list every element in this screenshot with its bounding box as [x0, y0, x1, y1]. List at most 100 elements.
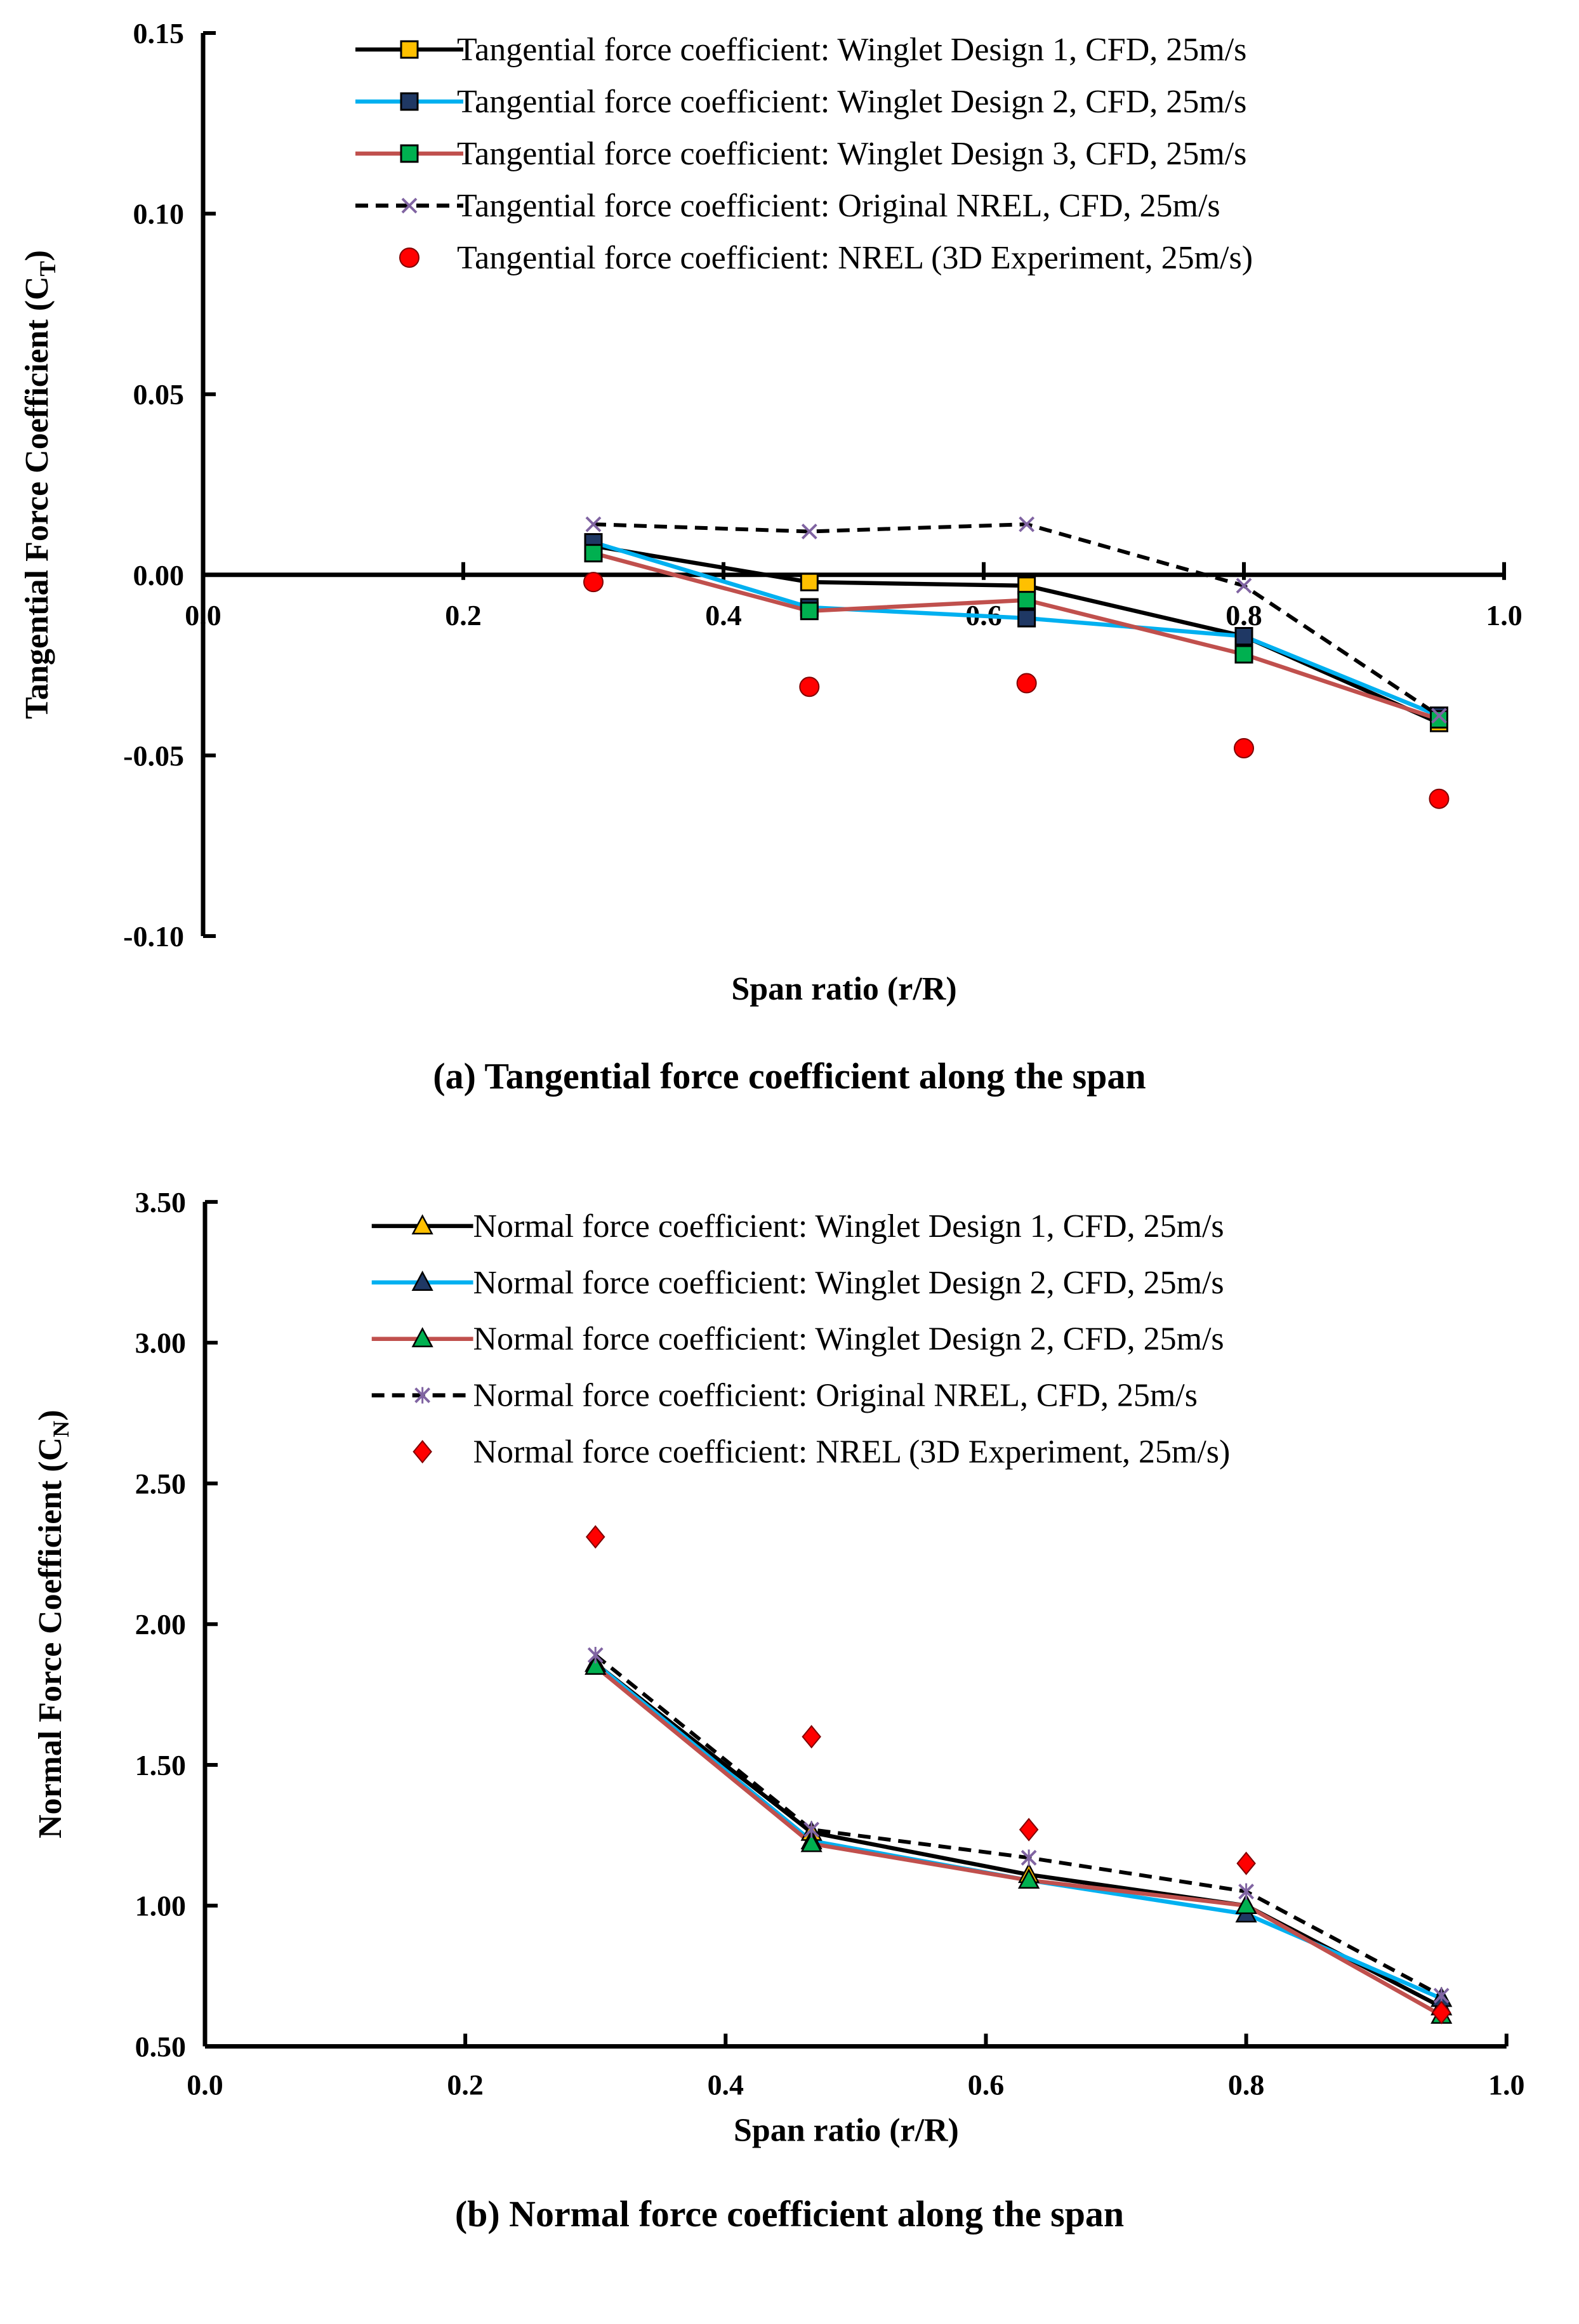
y-axis-title-close: ) [19, 250, 55, 261]
series-4-point [1019, 516, 1035, 532]
legend-label: Tangential force coefficient: NREL (3D E… [457, 240, 1253, 276]
y-axis-title: Normal Force Coefficient (CN) [32, 1410, 74, 1839]
y-tick-label: -0.05 [123, 739, 184, 772]
x-tick-label: 0.4 [708, 2068, 744, 2101]
figure-caption: (b) Normal force coefficient along the s… [455, 2193, 1124, 2235]
legend-swatch-marker [400, 92, 419, 111]
legend-label: Normal force coefficient: Original NREL,… [473, 1378, 1198, 1414]
series-3-point [800, 602, 819, 621]
series-5-point [1429, 788, 1450, 809]
series-1-point [800, 572, 819, 591]
series-3-point [1235, 1894, 1257, 1914]
legend-label: Normal force coefficient: Winglet Design… [473, 1265, 1224, 1301]
series-4-point [587, 1647, 604, 1663]
legend-swatch-marker [413, 1439, 432, 1464]
series-3-point [1430, 710, 1448, 729]
legend-item: Normal force coefficient: Winglet Design… [371, 1265, 1224, 1301]
legend-label: Normal force coefficient: NREL (3D Exper… [473, 1434, 1231, 1470]
legend-item: Tangential force coefficient: Winglet De… [355, 136, 1246, 172]
legend-item: Normal force coefficient: NREL (3D Exper… [413, 1434, 1231, 1470]
y-tick-label: 0.10 [133, 198, 185, 230]
legend: Tangential force coefficient: Winglet De… [355, 32, 1253, 276]
y-tick-label: 0.05 [133, 378, 185, 411]
y-tick-label: 2.00 [135, 1608, 186, 1641]
series-4-point [1021, 1849, 1037, 1866]
legend-swatch-marker [399, 248, 420, 268]
legend-item: Tangential force coefficient: Original N… [355, 188, 1220, 224]
legend-swatch-marker [400, 144, 419, 163]
y-tick-label: 0.15 [133, 17, 185, 50]
normal-chart-panel: 3.50 3.00 2.50 2.00 1.50 1.00 0.50 0.0 0.2 0.4 0.6… [0, 1161, 1579, 2324]
x-axis-title: Span ratio (r/R) [734, 2112, 959, 2148]
x-tick-label: 0.2 [445, 599, 482, 631]
series-line-3 [594, 1665, 1443, 2017]
series-5-point [1234, 738, 1254, 759]
legend-label: Tangential force coefficient: Winglet De… [457, 136, 1246, 172]
series-3-point [800, 1832, 823, 1852]
legend-swatch-marker [411, 1271, 433, 1291]
legend-item: Tangential force coefficient: NREL (3D E… [399, 240, 1253, 276]
x-tick-label: 0.0 [187, 2068, 223, 2101]
series-4-point [801, 524, 817, 539]
legend-swatch-marker [401, 197, 418, 214]
legend-item: Normal force coefficient: Winglet Design… [371, 1321, 1224, 1357]
series-5-point [585, 1525, 605, 1549]
legend-label: Tangential force coefficient: Winglet De… [457, 32, 1246, 68]
y-axis-title-close: ) [32, 1410, 69, 1421]
y-tick-label: 2.50 [135, 1467, 186, 1500]
y-tick-label: 0.50 [135, 2030, 186, 2063]
y-axis-title-subscript: T [35, 261, 60, 276]
legend-swatch-marker [414, 1387, 431, 1404]
legend-item: Normal force coefficient: Winglet Design… [371, 1208, 1224, 1245]
series-line-2 [594, 1661, 1443, 2001]
series-3-point [584, 544, 603, 563]
x-tick-label: 0.0 [185, 599, 221, 631]
series-4-point [585, 516, 602, 532]
series-5-point [1431, 2000, 1451, 2024]
y-tick-label: 1.00 [135, 1890, 186, 1922]
series-line-1 [594, 1661, 1443, 2009]
x-tick-label: 1.0 [1488, 2068, 1524, 2101]
x-tick-label: 0.8 [1226, 599, 1262, 631]
series-line-1 [593, 544, 1440, 725]
y-tick-label: -0.10 [123, 920, 184, 953]
y-axis-title-main: Normal Force Coefficient (C [32, 1437, 69, 1839]
series-3-point [1018, 1868, 1040, 1889]
series-5-point [1019, 1818, 1039, 1842]
y-axis-title-main: Tangential Force Coefficient (C [19, 276, 55, 719]
series-2-point [1017, 609, 1036, 628]
legend: Normal force coefficient: Winglet Design… [371, 1208, 1231, 1470]
normal-chart: 3.50 3.00 2.50 2.00 1.50 1.00 0.500.0 0.2 0.4 0.6… [32, 1186, 1524, 2235]
series-5-point [1016, 673, 1037, 694]
series-4-point [1236, 578, 1252, 594]
x-tick-label: 0.8 [1228, 2068, 1264, 2101]
series-5-point [799, 677, 820, 697]
series-3-point [585, 1654, 607, 1675]
series-4-point [1431, 708, 1447, 724]
series-line-3 [593, 551, 1440, 722]
x-tick-label: 0.4 [705, 599, 742, 631]
series-3-point [1234, 645, 1253, 664]
legend-item: Normal force coefficient: Original NREL,… [371, 1378, 1198, 1414]
legend-label: Normal force coefficient: Winglet Design… [473, 1321, 1224, 1357]
series-5-point [583, 572, 604, 593]
y-axis-title: Tangential Force Coefficient (CT) [19, 250, 60, 719]
x-tick-label: 0.2 [447, 2068, 483, 2101]
y-axis-title-subscript: N [48, 1421, 74, 1437]
legend-label: Normal force coefficient: Winglet Design… [473, 1208, 1224, 1245]
x-tick-label: 1.0 [1486, 599, 1523, 631]
legend-item: Tangential force coefficient: Winglet De… [355, 84, 1246, 120]
series-5-point [1236, 1851, 1256, 1875]
series-2-point [1234, 627, 1253, 646]
legend-label: Tangential force coefficient: Winglet De… [457, 84, 1246, 120]
series-5-point [802, 1725, 821, 1749]
series-4-point [1238, 1883, 1255, 1900]
x-axis-title: Span ratio (r/R) [731, 971, 956, 1007]
y-tick-label: 1.50 [135, 1749, 186, 1781]
figure-caption: (a) Tangential force coefficient along t… [433, 1055, 1146, 1097]
legend-swatch-marker [411, 1214, 433, 1235]
tangential-chart-panel: 0.15 0.10 0.05 0.00 -0.05 -0.10 0.0 0.2 0.4 0.6 0.… [0, 0, 1579, 1161]
y-tick-label: 3.50 [135, 1186, 186, 1218]
legend-label: Tangential force coefficient: Original N… [457, 188, 1220, 224]
series-4-point [803, 1821, 820, 1838]
